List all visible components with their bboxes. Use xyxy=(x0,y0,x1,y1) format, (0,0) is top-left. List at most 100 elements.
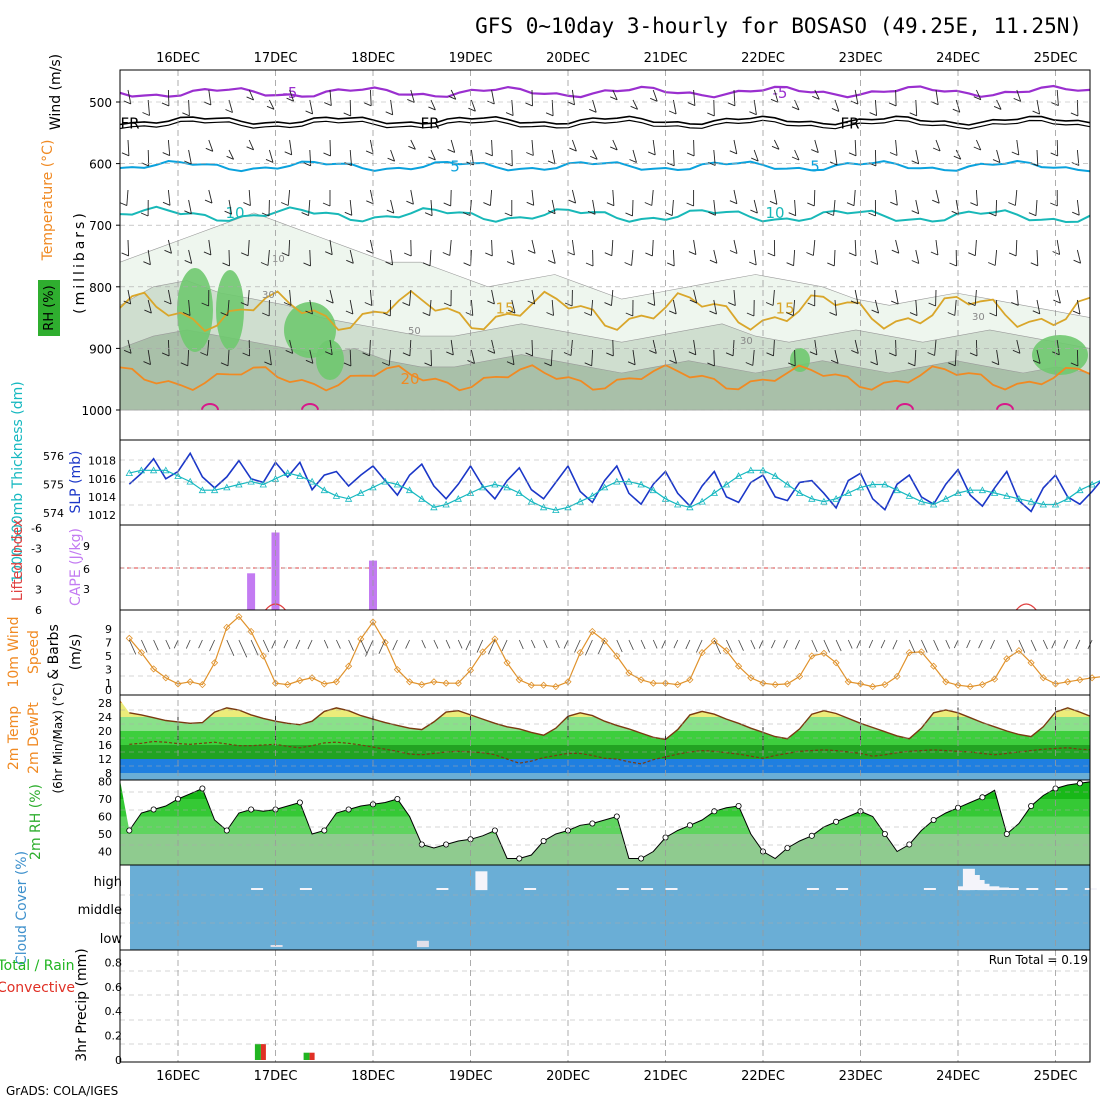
wind-barb xyxy=(892,639,898,650)
wind-barb xyxy=(348,639,354,651)
wind-barb xyxy=(847,639,853,649)
rh-moist-patch xyxy=(1032,335,1088,375)
wind-barb-flag xyxy=(665,212,673,217)
wind-barb xyxy=(612,339,614,356)
wind-barb-flag xyxy=(827,262,835,267)
wind-barb-flag xyxy=(911,160,919,165)
date-label-bottom: 23DEC xyxy=(839,1069,883,1084)
wind-barb-flag xyxy=(242,352,250,357)
rh-contour-label: 30 xyxy=(740,336,753,347)
wind-barb xyxy=(915,249,920,264)
temp-ylabel-2: 2m DewPt xyxy=(26,702,42,774)
wind-speed-marker xyxy=(869,683,877,691)
precip-legend-rain: Total / Rain xyxy=(0,958,75,974)
cloud-high-bar xyxy=(475,871,488,891)
wind-barb xyxy=(571,89,575,105)
wind-barb-flag xyxy=(848,252,857,257)
cape-tick-label: 3 xyxy=(83,583,90,596)
wind-barb xyxy=(672,249,675,266)
wind-barb xyxy=(267,249,270,266)
wind-barb-flag xyxy=(909,112,917,117)
wind-barb-flag xyxy=(812,95,820,100)
wind-barb xyxy=(429,299,432,316)
thickness-marker xyxy=(162,466,170,474)
contour-label: FR xyxy=(840,115,859,133)
wind-barb-flag xyxy=(729,150,737,155)
wind-barb-flag xyxy=(322,202,331,207)
wind-barb-flag xyxy=(143,361,151,366)
wind-barb xyxy=(289,339,294,354)
wind-barb-flag xyxy=(888,102,897,107)
cloud-tick-label: middle xyxy=(78,903,122,918)
wind-barb xyxy=(733,239,738,254)
wind-speed-marker xyxy=(881,681,889,689)
wind-barb-flag xyxy=(968,252,976,257)
wind-barb-flag xyxy=(526,152,534,156)
date-label-top: 19DEC xyxy=(449,51,493,66)
wind-barb-flag xyxy=(568,199,576,204)
wind-barb xyxy=(308,199,311,216)
wind-barb xyxy=(874,349,878,365)
wind-barb-flag xyxy=(281,202,289,206)
wind-barb xyxy=(1036,349,1041,364)
wind-barb-flag xyxy=(161,352,170,357)
wind-barb-flag xyxy=(184,210,192,215)
cape-tick-label: 6 xyxy=(83,563,90,576)
li-tick-label: -3 xyxy=(31,543,42,556)
wind-speed-marker xyxy=(601,637,609,645)
rh-contour-label: 30 xyxy=(262,290,275,301)
wind-barb xyxy=(550,349,553,366)
wind-barb-flag xyxy=(888,352,897,357)
wind-barb xyxy=(915,99,918,116)
wind10m-panel xyxy=(125,613,1100,691)
wind-barb xyxy=(309,149,312,166)
cape-lifted-index-panel xyxy=(120,532,1090,611)
contour-label: 10 xyxy=(765,204,784,222)
wind-speed-marker xyxy=(186,678,194,686)
wind-barb xyxy=(696,639,703,653)
wind-barb-flag xyxy=(624,262,632,266)
wind-barb xyxy=(531,189,535,206)
wind-barb-flag xyxy=(951,210,959,215)
wind-ylabel-2: Speed xyxy=(26,630,42,674)
wind-barb-flag xyxy=(846,202,855,207)
wind-barb xyxy=(167,339,170,356)
wind-speed-marker xyxy=(454,679,462,687)
thickness-marker xyxy=(381,477,389,485)
wind-barb xyxy=(612,89,618,100)
wind-tick-label: 3 xyxy=(105,664,112,677)
wind-barb xyxy=(693,339,697,355)
wind-barb-flag xyxy=(567,101,575,106)
cloud-high-bar xyxy=(1006,888,1019,890)
wind-barb-flag xyxy=(326,299,334,304)
panel-frame xyxy=(119,439,1091,526)
thickness-marker xyxy=(247,477,255,485)
upper-ylabel-rh: RH (%) xyxy=(42,285,57,330)
wind-barb-flag xyxy=(266,105,275,110)
wind-barb xyxy=(732,339,735,356)
wind-barb-flag xyxy=(869,112,877,117)
wind-barb xyxy=(995,199,998,216)
wind-barb-flag xyxy=(891,300,899,305)
wind-barb-flag xyxy=(485,152,493,157)
wind-barb-flag xyxy=(610,96,618,101)
wind-barb-flag xyxy=(688,351,696,356)
wind-barb xyxy=(955,99,961,113)
wind-barb-flag xyxy=(973,96,981,101)
wind-speed-marker xyxy=(1039,674,1047,682)
slp-tick-label: 1014 xyxy=(88,491,116,504)
wind-barb-flag xyxy=(769,200,778,205)
rh-marker xyxy=(150,806,157,813)
wind-barb-flag xyxy=(831,107,840,112)
wind-barb-flag xyxy=(567,251,575,256)
wind-barb-flag xyxy=(447,148,455,153)
thickness-marker xyxy=(454,494,462,502)
wind-barb-flag xyxy=(162,201,171,206)
wind-barb xyxy=(167,189,171,206)
date-label-top: 25DEC xyxy=(1034,51,1078,66)
wind-barb-flag xyxy=(606,202,615,207)
temp-tick-label: 28 xyxy=(98,697,112,710)
wind-barb-flag xyxy=(144,309,152,314)
wind-speed-marker xyxy=(978,681,986,689)
wind-barb xyxy=(834,299,837,316)
